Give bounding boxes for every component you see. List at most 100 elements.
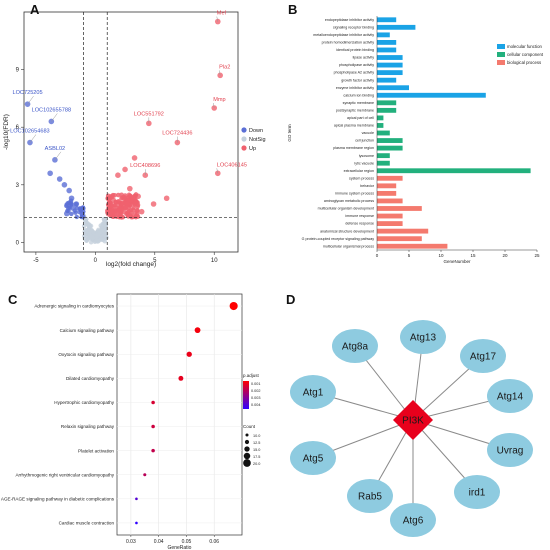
panel-letter-b: B — [288, 2, 298, 17]
down-point — [56, 176, 63, 182]
gene-label: Mef — [217, 11, 227, 17]
up-point — [118, 206, 125, 213]
label-leader — [218, 70, 221, 76]
legend-marker — [241, 145, 247, 151]
go-term-label: vacuole — [362, 131, 374, 135]
go-term-label: growth factor activity — [341, 78, 374, 82]
go-term-label: immune system process — [335, 192, 374, 196]
pathway-dot — [135, 521, 138, 525]
label-leader — [212, 102, 215, 109]
gene-node — [332, 329, 378, 363]
gene-node-label: Atg13 — [410, 333, 437, 344]
go-bar — [377, 62, 403, 68]
notsig-point — [85, 221, 90, 227]
down-point — [64, 202, 69, 207]
gene-node-label: Uvrag — [497, 446, 524, 457]
go-bar — [377, 153, 390, 159]
go-bar — [377, 107, 397, 113]
go-bar — [377, 100, 397, 106]
x-tick-label: -5 — [33, 258, 39, 264]
go-term-label: immune response — [345, 214, 374, 218]
go-bar-panel: B endopeptidase inhibitor activity signal… — [275, 0, 550, 270]
x-tick-label: 0.05 — [182, 539, 192, 545]
volcano-plot: Mef Pla2 Mmp LOC551792 LOC724436 LOC406145 LOC… — [3, 11, 266, 268]
label-leader — [216, 16, 219, 22]
pathway-dot — [151, 424, 155, 429]
gene-node — [400, 320, 446, 354]
up-point — [125, 212, 130, 218]
notsig-point — [82, 233, 88, 238]
pathway-dot — [135, 497, 138, 501]
go-term-label: system process — [349, 176, 374, 180]
label-leader — [27, 96, 34, 105]
pathway-label: Hypertrophic cardiomyopathy — [54, 400, 114, 405]
gene-node — [487, 379, 533, 413]
up-point — [131, 155, 138, 161]
legend-label: Down — [249, 128, 263, 134]
go-bar — [377, 168, 531, 174]
color-legend-tick: 0.004 — [251, 403, 261, 407]
down-point — [69, 205, 76, 211]
go-term-label: apical plasma membrane — [334, 124, 374, 128]
pathway-dot — [151, 448, 155, 453]
x-tick-label: 0 — [94, 258, 98, 264]
size-legend-title: Count — [243, 424, 256, 429]
x-tick-label: 15 — [470, 253, 476, 258]
go-term-label: apical part of cell — [347, 116, 374, 120]
up-point — [134, 211, 140, 217]
go-term-label: cell junction — [355, 139, 374, 143]
go-term-label: G protein-coupled receptor signaling pat… — [302, 237, 375, 241]
panel-letter-d: D — [286, 292, 296, 307]
hub-node-label: PI3K — [402, 416, 424, 427]
go-bar — [377, 190, 397, 196]
gene-node-label: Atg17 — [470, 352, 497, 363]
notsig-point — [95, 232, 100, 237]
gene-label: LOC408696 — [130, 163, 160, 169]
pathway-dot — [143, 473, 147, 477]
pathway-label: Platelet activation — [78, 448, 114, 453]
ppi-network: Atg13 Atg17 Atg14 Uvrag ird1 Atg6 Rab5 Atg5 Atg1… — [290, 320, 533, 537]
up-point — [135, 193, 141, 200]
color-bar — [243, 381, 249, 409]
x-tick-label: 5 — [408, 253, 411, 258]
go-bar — [377, 17, 397, 23]
label-leader — [54, 151, 62, 160]
up-point — [116, 192, 121, 198]
up-point — [131, 205, 136, 211]
go-bar — [377, 160, 390, 166]
go-bar — [377, 55, 403, 60]
legend-label: biological process — [507, 60, 541, 65]
color-legend-title: p.adjust — [243, 373, 260, 378]
pathway-dot — [186, 351, 192, 357]
go-term-label: extracellular region — [344, 169, 374, 173]
up-point — [150, 201, 157, 207]
down-point — [61, 182, 68, 188]
go-bar — [377, 206, 422, 211]
up-point — [122, 166, 128, 173]
go-bar — [377, 32, 390, 38]
up-point — [138, 208, 145, 215]
down-point — [68, 195, 75, 202]
x-tick-label: 10 — [438, 253, 444, 258]
go-bar — [377, 130, 390, 136]
pathway-label: Calcium signaling pathway — [60, 328, 115, 333]
up-point — [124, 201, 131, 207]
x-tick-label: 5 — [153, 258, 157, 264]
go-term-label: anatomical structure development — [320, 229, 374, 233]
go-term-label: lipase activity — [353, 56, 375, 60]
go-term-label: metalloendopeptidase inhibitor activity — [313, 33, 374, 37]
y-tick-label: 9 — [16, 68, 20, 74]
up-point — [133, 199, 139, 204]
notsig-point — [90, 235, 95, 240]
pathway-dot — [178, 375, 184, 381]
legend-label: Up — [249, 146, 256, 152]
gene-node — [390, 503, 436, 537]
go-term-label: synaptic membrane — [343, 101, 374, 105]
y-tick-label: 6 — [16, 125, 20, 131]
up-point — [108, 193, 114, 199]
up-point — [120, 200, 126, 206]
label-leader — [29, 134, 37, 143]
pathway-dot — [194, 327, 201, 334]
pathway-label: AGE-RAGE signaling pathway in diabetic c… — [1, 496, 115, 501]
go-bar — [377, 221, 403, 226]
